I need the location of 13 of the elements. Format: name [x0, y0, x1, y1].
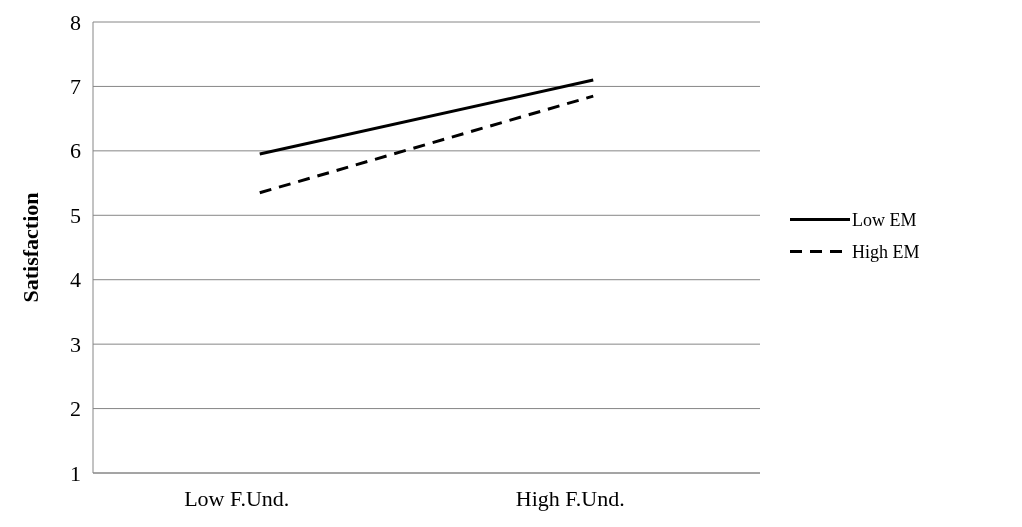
y-tick-label: 1 — [70, 460, 81, 486]
y-axis-title: Satisfaction — [18, 192, 43, 303]
y-tick-label: 6 — [70, 138, 81, 164]
y-tick-label: 5 — [70, 202, 81, 228]
y-tick-label: 2 — [70, 396, 81, 422]
legend-label: Low EM — [852, 209, 917, 230]
x-tick-label: Low F.Und. — [184, 486, 290, 511]
y-tick-label: 8 — [70, 9, 81, 35]
x-tick-label: High F.Und. — [515, 486, 625, 511]
y-tick-label: 4 — [70, 267, 81, 293]
legend-label: High EM — [852, 241, 920, 262]
y-tick-label: 7 — [70, 73, 81, 99]
y-tick-label: 3 — [70, 331, 81, 357]
